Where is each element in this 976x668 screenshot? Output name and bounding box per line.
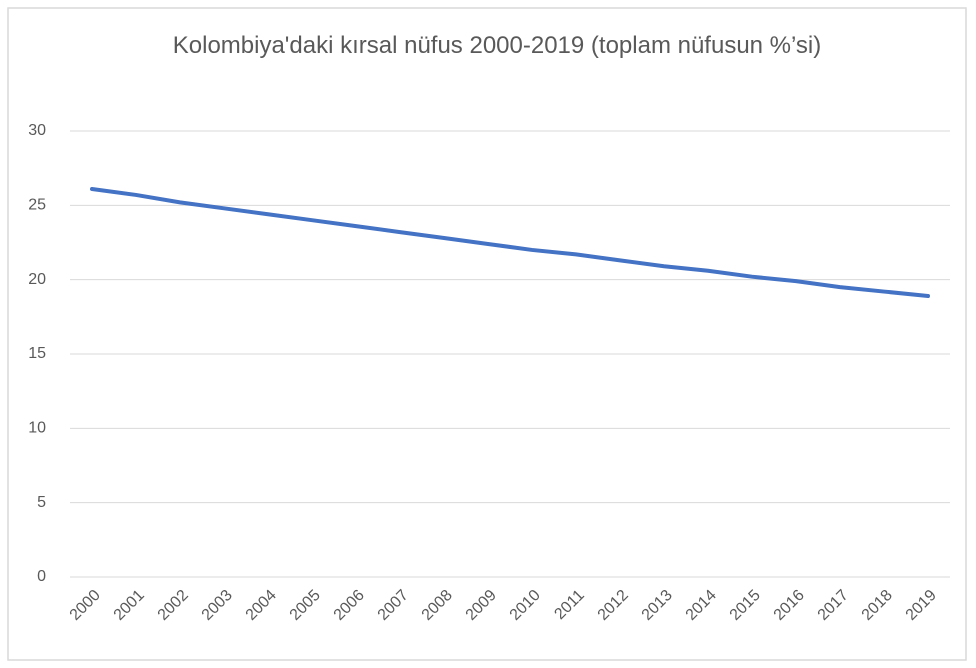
x-tick-label: 2018	[859, 587, 896, 624]
x-tick-label: 2008	[419, 587, 456, 624]
line	[90, 186, 930, 299]
x-tick-label: 2014	[683, 587, 720, 624]
y-tick-label: 30	[28, 122, 46, 139]
chart-border	[7, 7, 967, 661]
y-tick-label: 10	[28, 420, 46, 437]
y-tick-label: 25	[28, 197, 46, 214]
y-tick-label: 5	[37, 494, 46, 511]
x-tick-label: 2002	[155, 587, 192, 624]
x-tick-label: 2004	[243, 587, 280, 624]
x-tick-label: 2011	[551, 587, 587, 623]
x-tick-label: 2017	[815, 587, 852, 624]
x-tick-label: 2010	[507, 587, 544, 624]
x-tick-label: 2015	[727, 587, 764, 624]
chart-title: Kolombiya'daki kırsal nüfus 2000-2019 (t…	[172, 32, 822, 59]
x-tick-label: 2006	[331, 587, 368, 624]
x-tick-label: 2003	[199, 587, 236, 624]
y-tick-label: 0	[37, 568, 46, 585]
x-tick-label: 2007	[375, 587, 412, 624]
x-tick-label: 2001	[111, 587, 148, 624]
x-tick-label: 2013	[639, 587, 676, 624]
x-tick-label: 2016	[771, 587, 808, 624]
y-tick-label: 20	[28, 271, 46, 288]
x-tick-label: 2009	[463, 587, 500, 624]
x-tick-label: 2019	[903, 587, 940, 624]
x-tick-label: 2012	[595, 587, 632, 624]
x-tick-label: 2005	[287, 587, 324, 624]
y-tick-label: 15	[28, 345, 46, 362]
x-tick-label: 2000	[67, 587, 104, 624]
